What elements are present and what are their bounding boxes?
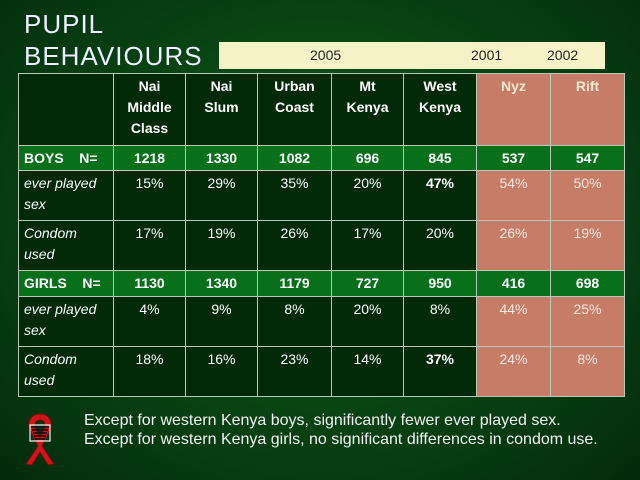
footnote-line-2: Except for western Kenya girls, no signi… — [84, 431, 598, 448]
table-cell: 19% — [185, 220, 258, 271]
table-cell: 35% — [257, 170, 332, 221]
table-cell: 24% — [476, 346, 551, 397]
table-cell: 17% — [113, 220, 186, 271]
year-bar: 2005 2001 2002 — [219, 42, 605, 69]
table-cell: 4% — [113, 296, 186, 347]
table-cell: 44% — [476, 296, 551, 347]
header-cell: Urban Coast — [257, 73, 332, 146]
table-cell: 8% — [403, 296, 477, 347]
table-cell: 845 — [403, 145, 477, 171]
year-2005: 2005 — [310, 47, 342, 63]
header-cell: Nyz — [476, 73, 551, 146]
table-cell: 50% — [550, 170, 625, 221]
header-cell: West Kenya — [403, 73, 477, 146]
table-cell: 696 — [331, 145, 404, 171]
behaviour-table: Nai Middle Class Nai Slum Urban Coast Mt Keny… — [18, 73, 625, 397]
header-cell: Rift — [550, 73, 625, 146]
table-cell: 8% — [257, 296, 332, 347]
footnote: Except for western Kenya boys, significa… — [84, 411, 630, 449]
table-cell: 537 — [476, 145, 551, 171]
table-cell: 1082 — [257, 145, 332, 171]
row-label: Condom used — [18, 346, 114, 397]
year-2002: 2002 — [547, 47, 579, 63]
table-cell-highlight: 47% — [403, 170, 477, 221]
table-row-girls-condom-used: Condom used 18% 16% 23% 14% 37% 24% 8% — [18, 346, 625, 397]
table-cell: 17% — [331, 220, 404, 271]
footnote-line-1: Except for western Kenya boys, significa… — [84, 412, 561, 429]
table-cell: 20% — [331, 296, 404, 347]
table-cell: 14% — [331, 346, 404, 397]
header-corner-cell — [18, 73, 114, 146]
table-cell: 25% — [550, 296, 625, 347]
table-cell: 29% — [185, 170, 258, 221]
table-cell: 54% — [476, 170, 551, 221]
table-cell: 727 — [331, 270, 404, 297]
title-line-2: BEHAVIOURS — [24, 41, 203, 71]
table-cell: 1130 — [113, 270, 186, 297]
table-cell: 1330 — [185, 145, 258, 171]
title-line-1: PUPIL — [24, 9, 105, 39]
table-row-boys-count: BOYS N= 1218 1330 1082 696 845 537 547 — [18, 145, 625, 171]
table-cell: 26% — [476, 220, 551, 271]
table-cell: 18% — [113, 346, 186, 397]
header-cell: Nai Middle Class — [113, 73, 186, 146]
table-cell: 23% — [257, 346, 332, 397]
table-cell: 15% — [113, 170, 186, 221]
page-title: PUPIL BEHAVIOURS — [24, 8, 224, 72]
table-cell: 20% — [331, 170, 404, 221]
table-cell: 950 — [403, 270, 477, 297]
year-2001: 2001 — [471, 47, 503, 63]
row-label: ever played sex — [18, 170, 114, 221]
table-cell: 698 — [550, 270, 625, 297]
table-cell: 1340 — [185, 270, 258, 297]
row-label: ever played sex — [18, 296, 114, 347]
row-label: BOYS N= — [18, 145, 114, 171]
table-cell: 8% — [550, 346, 625, 397]
table-cell: 1179 — [257, 270, 332, 297]
header-cell: Mt Kenya — [331, 73, 404, 146]
table-cell: 26% — [257, 220, 332, 271]
row-label: GIRLS N= — [18, 270, 114, 297]
table-row-girls-ever-played: ever played sex 4% 9% 8% 20% 8% 44% 25% — [18, 296, 625, 347]
table-cell: 20% — [403, 220, 477, 271]
table-cell-highlight: 37% — [403, 346, 477, 397]
table-cell: 16% — [185, 346, 258, 397]
table-cell: 416 — [476, 270, 551, 297]
table-row-girls-count: GIRLS N= 1130 1340 1179 727 950 416 698 — [18, 270, 625, 297]
table-cell: 19% — [550, 220, 625, 271]
row-label: Condom used — [18, 220, 114, 271]
table-header-row: Nai Middle Class Nai Slum Urban Coast Mt Keny… — [18, 73, 625, 146]
table-cell: 1218 — [113, 145, 186, 171]
table-cell: 9% — [185, 296, 258, 347]
table-row-boys-condom-used: Condom used 17% 19% 26% 17% 20% 26% 19% — [18, 220, 625, 271]
header-cell: Nai Slum — [185, 73, 258, 146]
table-row-boys-ever-played: ever played sex 15% 29% 35% 20% 47% 54% 5… — [18, 170, 625, 221]
red-ribbon-icon — [25, 413, 55, 466]
table-cell: 547 — [550, 145, 625, 171]
